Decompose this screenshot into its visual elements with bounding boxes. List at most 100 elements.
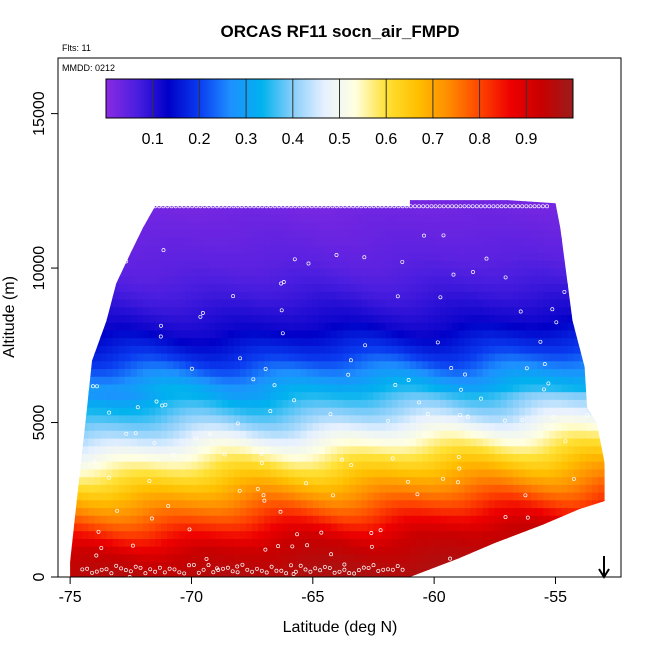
heatmap-cell <box>409 546 417 555</box>
heatmap-cell <box>155 237 162 246</box>
heatmap-cell <box>203 476 211 485</box>
heatmap-cell <box>367 499 375 509</box>
heatmap-cell <box>288 329 296 339</box>
heatmap-cell <box>191 561 199 570</box>
heatmap-cell <box>446 345 453 354</box>
heatmap-cell <box>118 522 126 532</box>
heatmap-cell <box>191 438 199 447</box>
heatmap-cell <box>391 569 399 577</box>
heatmap-cell <box>513 360 520 370</box>
heatmap-cell <box>373 291 381 300</box>
heatmap-cell <box>337 484 344 493</box>
heatmap-cell <box>525 383 532 393</box>
heatmap-cell <box>531 407 538 416</box>
heatmap-cell <box>519 275 526 285</box>
heatmap-cell <box>482 244 490 254</box>
heatmap-cell <box>555 399 563 408</box>
heatmap-cell <box>367 538 375 547</box>
heatmap-cell <box>361 252 368 261</box>
heatmap-cell <box>567 345 575 354</box>
sample-point <box>177 570 182 575</box>
heatmap-cell <box>537 322 544 331</box>
heatmap-cell <box>179 546 186 555</box>
heatmap-cell <box>276 383 284 393</box>
heatmap-cell <box>118 546 126 555</box>
heatmap-cell <box>349 260 356 269</box>
heatmap-cell <box>355 229 362 238</box>
heatmap-cell <box>233 314 241 323</box>
sample-point <box>337 569 342 574</box>
heatmap-cell <box>470 283 478 292</box>
heatmap-cell <box>403 244 411 254</box>
heatmap-cell <box>337 291 344 300</box>
heatmap-cell <box>567 391 575 400</box>
heatmap-cell <box>500 461 508 470</box>
heatmap-cell <box>106 476 114 485</box>
heatmap-cell <box>391 360 399 370</box>
heatmap-cell <box>464 391 472 400</box>
heatmap-cell <box>88 368 95 377</box>
heatmap-cell <box>258 499 265 509</box>
heatmap-cell <box>324 407 332 416</box>
heatmap-cell <box>233 383 241 393</box>
heatmap-cell <box>464 329 472 339</box>
heatmap-cell <box>100 438 108 447</box>
heatmap-cell <box>149 569 156 577</box>
heatmap-cell <box>488 252 496 261</box>
sample-point <box>392 204 397 209</box>
heatmap-cell <box>415 268 423 277</box>
heatmap-cell <box>337 283 344 292</box>
heatmap-cell <box>525 499 532 509</box>
heatmap-cell <box>197 414 205 424</box>
heatmap-cell <box>367 237 375 246</box>
heatmap-cell <box>525 345 532 354</box>
heatmap-cell <box>112 383 120 393</box>
heatmap-cell <box>337 461 344 470</box>
heatmap-cell <box>458 530 466 539</box>
heatmap-cell <box>349 430 356 439</box>
heatmap-cell <box>179 383 186 393</box>
heatmap-cell <box>549 492 557 501</box>
heatmap-cell <box>391 221 399 230</box>
heatmap-cell <box>331 376 338 385</box>
heatmap-cell <box>500 214 508 223</box>
heatmap-cell <box>343 546 350 555</box>
heatmap-cell <box>409 260 417 269</box>
heatmap-cell <box>440 237 447 246</box>
heatmap-cell <box>440 299 447 308</box>
heatmap-cell <box>215 484 223 493</box>
heatmap-cell <box>482 322 490 331</box>
heatmap-cell <box>173 244 180 254</box>
heatmap-cell <box>276 499 284 509</box>
heatmap-cell <box>391 538 399 547</box>
heatmap-cell <box>464 484 472 493</box>
heatmap-cell <box>513 414 520 424</box>
heatmap-cell <box>343 515 350 524</box>
heatmap-cell <box>203 553 211 563</box>
heatmap-cell <box>488 200 496 207</box>
heatmap-cell <box>513 206 520 215</box>
heatmap-cell <box>482 499 490 509</box>
heatmap-cell <box>343 414 350 424</box>
heatmap-cell <box>367 445 375 454</box>
heatmap-cell <box>100 546 108 555</box>
heatmap-cell <box>361 283 368 292</box>
heatmap-cell <box>422 507 429 516</box>
heatmap-cell <box>579 468 587 478</box>
heatmap-cell <box>318 553 326 563</box>
heatmap-cell <box>191 368 199 377</box>
heatmap-cell <box>543 306 550 315</box>
heatmap-cell <box>324 391 332 400</box>
heatmap-cell <box>161 368 168 377</box>
heatmap-cell <box>136 561 144 570</box>
heatmap-cell <box>476 337 484 346</box>
heatmap-cell <box>415 360 423 370</box>
heatmap-cell <box>549 221 557 230</box>
heatmap-cell <box>136 399 144 408</box>
heatmap-cell <box>464 360 472 370</box>
heatmap-cell <box>446 214 453 223</box>
heatmap-cell <box>258 569 265 577</box>
heatmap-cell <box>209 353 217 362</box>
heatmap-cell <box>494 515 502 524</box>
heatmap-cell <box>288 414 296 424</box>
